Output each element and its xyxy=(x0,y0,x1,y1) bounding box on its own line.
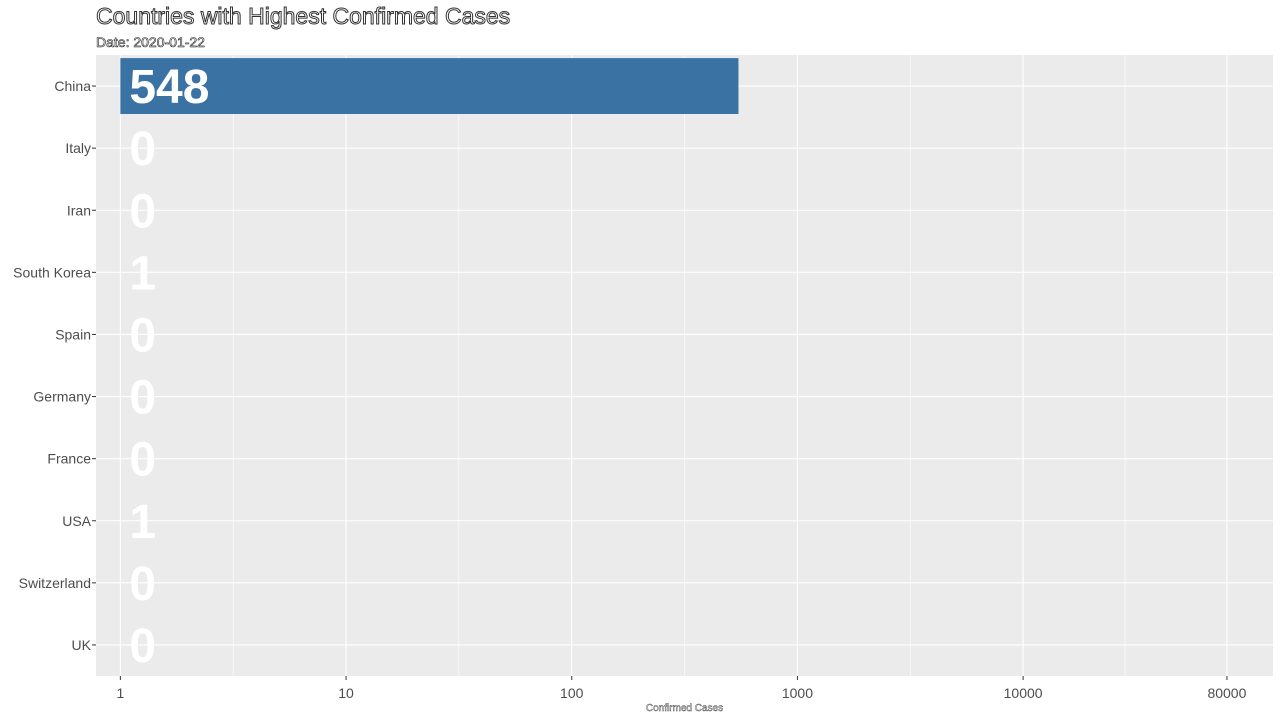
x-tick-label: 10000 xyxy=(1004,685,1043,701)
x-tick-label: 100 xyxy=(560,685,584,701)
y-tick-label: China xyxy=(54,78,91,94)
x-tick-label: 1 xyxy=(116,685,124,701)
y-tick-label: Switzerland xyxy=(19,575,91,591)
value-label: 1 xyxy=(129,496,156,549)
chart-subtitle: Date: 2020-01-22 xyxy=(96,34,206,51)
y-tick-label: UK xyxy=(72,637,92,653)
value-label: 548 xyxy=(129,61,209,114)
value-label: 0 xyxy=(129,372,156,425)
x-tick-label: 1000 xyxy=(782,685,813,701)
value-label: 0 xyxy=(129,123,156,176)
value-label: 0 xyxy=(129,185,156,238)
y-tick-label: Spain xyxy=(55,326,91,342)
chart-title: Countries with Highest Confirmed Cases xyxy=(95,3,511,30)
x-axis-title: Confirmed Cases xyxy=(645,703,724,714)
minor-gridlines xyxy=(232,55,1126,676)
x-tick-label: 80000 xyxy=(1207,685,1246,701)
value-label: 0 xyxy=(129,309,156,362)
major-gridlines xyxy=(96,55,1273,676)
y-axis: China Italy Iran South Korea Spain Germany Fra… xyxy=(13,78,96,653)
y-tick-label: France xyxy=(47,451,91,467)
value-label: 0 xyxy=(129,434,156,487)
bars xyxy=(120,58,739,114)
y-tick-label: Germany xyxy=(33,389,91,405)
y-tick-label: USA xyxy=(62,513,91,529)
value-label: 1 xyxy=(129,247,156,300)
y-tick-label: Iran xyxy=(67,202,91,218)
value-label: 0 xyxy=(129,558,156,611)
value-labels: 548 0 0 1 0 0 0 1 0 0 xyxy=(129,61,209,673)
x-tick-label: 10 xyxy=(338,685,354,701)
y-tick-label: Italy xyxy=(65,140,91,156)
value-label: 0 xyxy=(129,620,156,673)
bar-china xyxy=(120,58,739,114)
x-axis: 1 10 100 1000 10000 80000 xyxy=(116,676,1247,701)
y-tick-label: South Korea xyxy=(13,264,91,280)
